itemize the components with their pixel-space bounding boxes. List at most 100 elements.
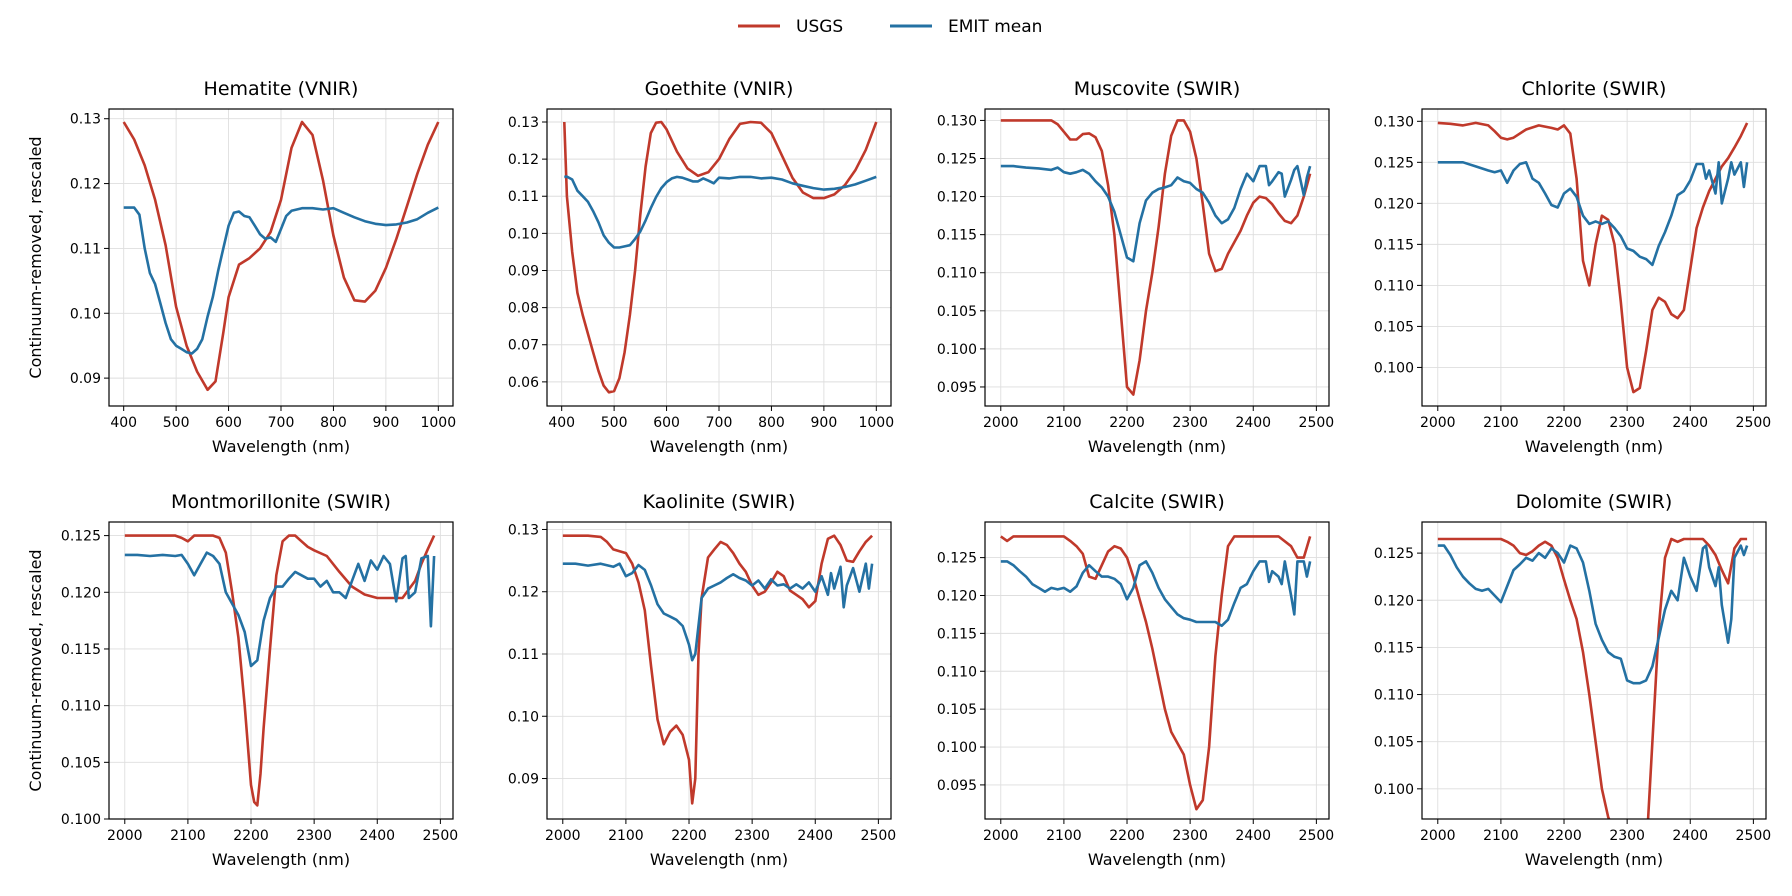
x-tick-label: 2300 bbox=[1609, 828, 1645, 844]
x-tick-label: 500 bbox=[163, 415, 190, 431]
x-tick-label: 1000 bbox=[858, 415, 894, 431]
y-tick-label: 0.06 bbox=[508, 375, 539, 391]
x-tick-label: 2200 bbox=[671, 828, 707, 844]
kaolinite-swir-usgs-line bbox=[562, 534, 874, 805]
x-tick-label: 2100 bbox=[170, 828, 206, 844]
y-tick-label: 0.13 bbox=[508, 115, 539, 131]
x-tick-label: 2200 bbox=[1109, 415, 1145, 431]
x-tick-label: 2400 bbox=[797, 828, 833, 844]
legend-label-emit-mean: EMIT mean bbox=[948, 17, 1042, 37]
y-tick-label: 0.125 bbox=[1374, 546, 1414, 562]
x-axis-label: Wavelength (nm) bbox=[1525, 850, 1663, 869]
y-tick-label: 0.100 bbox=[937, 342, 977, 358]
y-tick-label: 0.120 bbox=[937, 190, 977, 206]
y-tick-label: 0.115 bbox=[1374, 640, 1414, 656]
y-tick-label: 0.125 bbox=[61, 529, 101, 545]
y-tick-label: 0.110 bbox=[1374, 688, 1414, 704]
y-tick-label: 0.100 bbox=[61, 812, 101, 828]
y-tick-label: 0.105 bbox=[1374, 735, 1414, 751]
calcite-swir-panel: 2000 2100 2200 2300 2400 2500 0.095 0.100 0.105 0… bbox=[937, 491, 1334, 869]
hematite-vnir-title: Hematite (VNIR) bbox=[204, 78, 359, 100]
calcite-swir-axes-frame bbox=[984, 521, 1330, 820]
y-tick-label: 0.12 bbox=[70, 177, 101, 193]
x-tick-label: 2500 bbox=[423, 828, 459, 844]
x-tick-label: 2000 bbox=[983, 415, 1019, 431]
y-tick-label: 0.10 bbox=[508, 226, 539, 242]
montmorillonite-swir-usgs-line bbox=[124, 534, 436, 807]
x-tick-label: 2200 bbox=[1109, 828, 1145, 844]
y-tick-label: 0.11 bbox=[508, 647, 539, 663]
x-tick-label: 2300 bbox=[1172, 415, 1208, 431]
x-tick-label: 500 bbox=[601, 415, 628, 431]
x-tick-label: 700 bbox=[268, 415, 295, 431]
y-tick-label: 0.09 bbox=[508, 263, 539, 279]
x-tick-label: 2000 bbox=[983, 828, 1019, 844]
y-tick-label: 0.115 bbox=[61, 642, 101, 658]
y-tick-label: 0.105 bbox=[937, 702, 977, 718]
y-tick-label: 0.09 bbox=[70, 371, 101, 387]
y-tick-label: 0.115 bbox=[1374, 237, 1414, 253]
x-axis-label: Wavelength (nm) bbox=[650, 437, 788, 456]
x-tick-label: 2400 bbox=[359, 828, 395, 844]
x-tick-label: 2100 bbox=[1483, 828, 1519, 844]
x-tick-label: 600 bbox=[653, 415, 680, 431]
y-tick-label: 0.13 bbox=[508, 522, 539, 538]
goethite-vnir-usgs-line bbox=[563, 120, 878, 394]
x-tick-label: 2500 bbox=[1299, 828, 1335, 844]
montmorillonite-swir-title: Montmorillonite (SWIR) bbox=[171, 491, 391, 513]
y-tick-label: 0.110 bbox=[937, 664, 977, 680]
y-tick-label: 0.115 bbox=[937, 228, 977, 244]
x-tick-label: 2200 bbox=[1546, 415, 1582, 431]
y-tick-label: 0.095 bbox=[937, 778, 977, 794]
kaolinite-swir-axes-frame bbox=[546, 521, 892, 820]
y-tick-label: 0.10 bbox=[508, 709, 539, 725]
y-tick-label: 0.125 bbox=[937, 551, 977, 567]
dolomite-swir-emit-mean-line bbox=[1437, 544, 1749, 685]
x-tick-label: 600 bbox=[215, 415, 242, 431]
y-tick-label: 0.120 bbox=[1374, 593, 1414, 609]
y-tick-label: 0.12 bbox=[508, 585, 539, 601]
x-tick-label: 700 bbox=[706, 415, 733, 431]
chlorite-swir-title: Chlorite (SWIR) bbox=[1522, 78, 1667, 100]
y-tick-label: 0.110 bbox=[61, 699, 101, 715]
x-tick-label: 2400 bbox=[1672, 828, 1708, 844]
calcite-swir-title: Calcite (SWIR) bbox=[1089, 491, 1225, 513]
y-tick-label: 0.100 bbox=[1374, 782, 1414, 798]
goethite-vnir-title: Goethite (VNIR) bbox=[645, 78, 794, 100]
y-tick-label: 0.130 bbox=[937, 113, 977, 129]
x-tick-label: 2200 bbox=[1546, 828, 1582, 844]
x-tick-label: 2100 bbox=[1046, 828, 1082, 844]
legend: USGS EMIT mean bbox=[738, 17, 1042, 37]
y-tick-label: 0.095 bbox=[937, 380, 977, 396]
x-tick-label: 2100 bbox=[1483, 415, 1519, 431]
hematite-vnir-usgs-line bbox=[122, 120, 440, 392]
x-tick-label: 2300 bbox=[1609, 415, 1645, 431]
y-tick-label: 0.120 bbox=[61, 585, 101, 601]
x-tick-label: 2000 bbox=[1420, 415, 1456, 431]
x-tick-label: 900 bbox=[811, 415, 838, 431]
y-tick-label: 0.09 bbox=[508, 772, 539, 788]
x-tick-label: 2300 bbox=[1172, 828, 1208, 844]
y-tick-label: 0.105 bbox=[1374, 319, 1414, 335]
y-tick-label: 0.07 bbox=[508, 338, 539, 354]
dolomite-swir-panel: 2000 2100 2200 2300 2400 2500 0.100 0.105 0.110 0… bbox=[1374, 491, 1772, 869]
y-tick-label: 0.08 bbox=[508, 301, 539, 317]
x-tick-label: 2500 bbox=[1736, 415, 1772, 431]
kaolinite-swir-title: Kaolinite (SWIR) bbox=[643, 491, 796, 513]
y-tick-label: 0.110 bbox=[937, 266, 977, 282]
x-tick-label: 800 bbox=[320, 415, 347, 431]
x-tick-label: 2100 bbox=[608, 828, 644, 844]
y-tick-label: 0.105 bbox=[61, 755, 101, 771]
goethite-vnir-panel: 400 500 600 700 800 900 1000 0.06 0.07 0.08 0.09 0.… bbox=[508, 78, 894, 456]
x-tick-label: 800 bbox=[758, 415, 785, 431]
x-tick-label: 2400 bbox=[1672, 415, 1708, 431]
x-tick-label: 1000 bbox=[420, 415, 456, 431]
montmorillonite-swir-panel: 2000 2100 2200 2300 2400 2500 0.100 0.105 0.110 0… bbox=[26, 491, 458, 869]
x-tick-label: 2500 bbox=[1299, 415, 1335, 431]
x-tick-label: 2500 bbox=[1736, 828, 1772, 844]
y-tick-label: 0.13 bbox=[70, 112, 101, 128]
y-tick-label: 0.100 bbox=[1374, 360, 1414, 376]
x-axis-label: Wavelength (nm) bbox=[1525, 437, 1663, 456]
kaolinite-swir-emit-mean-line bbox=[562, 562, 874, 662]
